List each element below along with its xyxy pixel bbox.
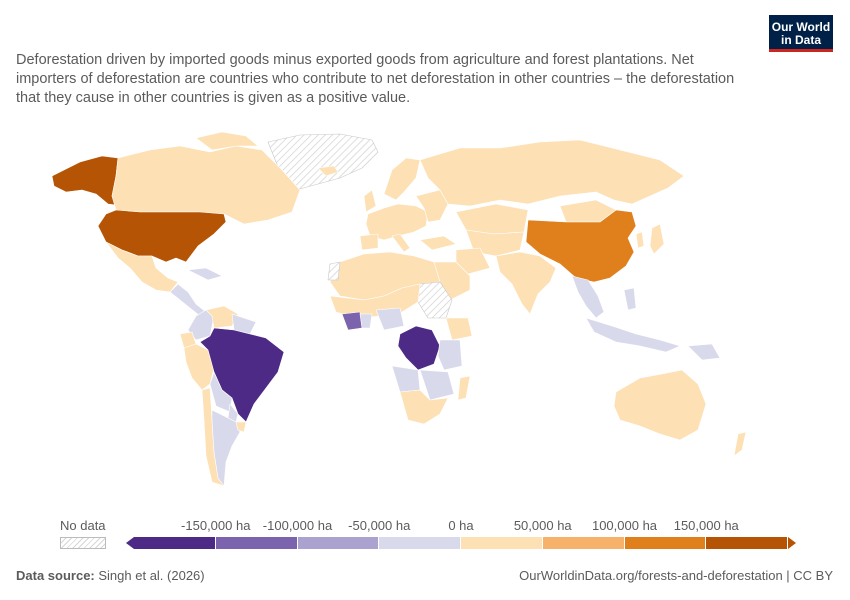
footer-source: Data source: Singh et al. (2026) xyxy=(16,568,205,583)
country-australia[interactable] xyxy=(613,369,707,441)
country-caribbean[interactable] xyxy=(187,267,223,281)
country-bolivia[interactable] xyxy=(209,371,233,413)
legend-tick-label: 150,000 ha xyxy=(673,518,739,533)
country-uk[interactable] xyxy=(363,189,377,213)
country-ethiopia[interactable] xyxy=(445,317,473,341)
country-iberia[interactable] xyxy=(359,233,379,251)
source-value[interactable]: Singh et al. (2026) xyxy=(98,568,205,583)
country-china[interactable] xyxy=(525,209,637,283)
color-legend: No data -150,000 ha -100,000 ha -50,000 ha… xyxy=(0,512,850,552)
country-argentina[interactable] xyxy=(211,409,241,487)
logo-line-1: Our World xyxy=(771,20,831,34)
country-russia[interactable] xyxy=(419,139,685,207)
legend-tick-label: 0 ha xyxy=(448,518,474,533)
legend-bin-7[interactable] xyxy=(706,537,788,549)
legend-tick-label: 100,000 ha xyxy=(591,518,658,533)
country-cote-divoire[interactable] xyxy=(341,311,363,331)
country-philippines[interactable] xyxy=(623,287,637,311)
country-new-zealand[interactable] xyxy=(733,431,747,457)
legend-bin-6[interactable] xyxy=(624,537,707,549)
country-brazil[interactable] xyxy=(199,327,285,423)
country-nigeria-cameroon[interactable] xyxy=(375,307,405,331)
country-venezuela[interactable] xyxy=(205,305,239,329)
legend-tick-label: -100,000 ha xyxy=(262,518,333,533)
region-southeast-asia[interactable] xyxy=(571,275,605,319)
source-label: Data source: xyxy=(16,568,95,583)
owid-logo[interactable]: Our World in Data xyxy=(769,15,833,52)
legend-bin-2[interactable] xyxy=(297,537,380,549)
legend-tick-label: 50,000 ha xyxy=(513,518,572,533)
country-zambia-mozambique[interactable] xyxy=(419,369,455,401)
legend-bin-0[interactable] xyxy=(134,537,216,549)
legend-tick-label: -50,000 ha xyxy=(348,518,411,533)
legend-arrow-right xyxy=(788,537,796,549)
country-uruguay[interactable] xyxy=(235,421,247,433)
country-japan[interactable] xyxy=(649,223,665,255)
legend-tick-label: -150,000 ha xyxy=(181,518,251,533)
country-mexico[interactable] xyxy=(105,241,179,293)
country-indonesia[interactable] xyxy=(585,317,681,353)
legend-no-data-swatch[interactable] xyxy=(60,537,106,549)
country-madagascar[interactable] xyxy=(457,375,471,401)
logo-line-2: in Data xyxy=(780,33,821,47)
country-central-america[interactable] xyxy=(169,283,207,317)
country-united-states[interactable] xyxy=(97,209,227,263)
footer-url[interactable]: OurWorldinData.org/forests-and-deforesta… xyxy=(519,568,833,583)
country-papua-new-guinea[interactable] xyxy=(687,343,721,361)
legend-no-data-label: No data xyxy=(60,518,106,533)
region-southern-africa[interactable] xyxy=(399,389,449,425)
country-italy[interactable] xyxy=(391,233,411,253)
country-iceland[interactable] xyxy=(317,165,339,177)
legend-bin-3[interactable] xyxy=(379,537,461,549)
country-scandinavia[interactable] xyxy=(383,157,421,201)
country-western-sahara[interactable] xyxy=(327,261,341,281)
country-kazakhstan[interactable] xyxy=(455,203,529,235)
legend-bin-4[interactable] xyxy=(461,537,543,549)
country-ghana[interactable] xyxy=(359,313,373,329)
country-canada-arctic[interactable] xyxy=(195,131,259,151)
country-turkey[interactable] xyxy=(419,235,457,251)
legend-bin-5[interactable] xyxy=(542,537,625,549)
region-east-africa[interactable] xyxy=(437,339,463,371)
country-angola[interactable] xyxy=(391,365,421,393)
legend-bin-1[interactable] xyxy=(215,537,298,549)
country-iran[interactable] xyxy=(455,247,491,275)
legend-arrow-left xyxy=(126,537,134,549)
country-india[interactable] xyxy=(495,251,557,315)
region-western-europe[interactable] xyxy=(365,203,429,241)
country-dr-congo[interactable] xyxy=(397,325,441,371)
map-subtitle: Deforestation driven by imported goods m… xyxy=(16,52,735,106)
world-map[interactable] xyxy=(0,118,850,508)
country-korea[interactable] xyxy=(635,231,645,249)
